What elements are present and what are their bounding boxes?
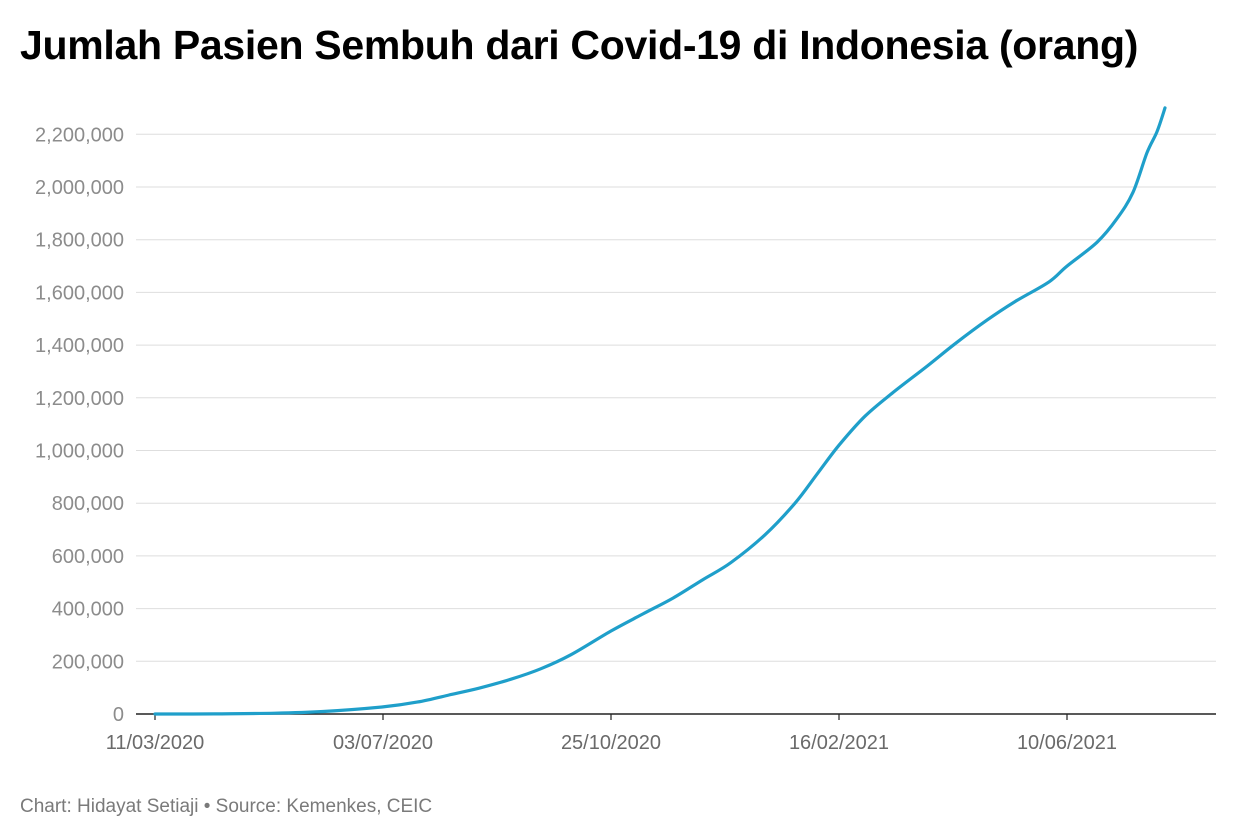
y-tick-label: 1,800,000	[35, 230, 124, 252]
x-tick-label: 10/06/2021	[1017, 732, 1117, 754]
y-tick-label: 1,000,000	[35, 441, 124, 463]
y-axis-ticks: 0 200,000 400,000 600,000 800,000 1,000,000 1,…	[35, 124, 124, 726]
series-line	[153, 106, 1167, 716]
x-tick-label: 16/02/2021	[789, 732, 889, 754]
y-tick-label: 1,200,000	[35, 388, 124, 410]
x-tick-label: 11/03/2020	[106, 732, 205, 754]
y-tick-label: 2,200,000	[35, 124, 124, 146]
y-tick-label: 1,600,000	[35, 282, 124, 304]
y-tick-label: 2,000,000	[35, 177, 124, 199]
y-tick-label: 400,000	[52, 599, 124, 621]
y-tick-label: 800,000	[52, 493, 124, 515]
y-tick-label: 1,400,000	[35, 335, 124, 357]
y-tick-label: 0	[113, 704, 124, 726]
x-axis-ticks: 11/03/2020 03/07/2020 25/10/2020 16/02/2021…	[106, 714, 1117, 754]
y-tick-label: 600,000	[52, 546, 124, 568]
chart-title: Jumlah Pasien Sembuh dari Covid-19 di In…	[20, 22, 1139, 68]
x-tick-label: 03/07/2020	[333, 732, 433, 754]
y-tick-label: 200,000	[52, 651, 124, 673]
gridlines	[136, 133, 1216, 715]
x-tick-label: 25/10/2020	[561, 732, 661, 754]
line-chart: 0 200,000 400,000 600,000 800,000 1,000,000 1,…	[35, 106, 1216, 754]
chart-credit: Chart: Hidayat Setiaji • Source: Kemenke…	[20, 796, 433, 817]
plot-area	[153, 106, 1167, 716]
